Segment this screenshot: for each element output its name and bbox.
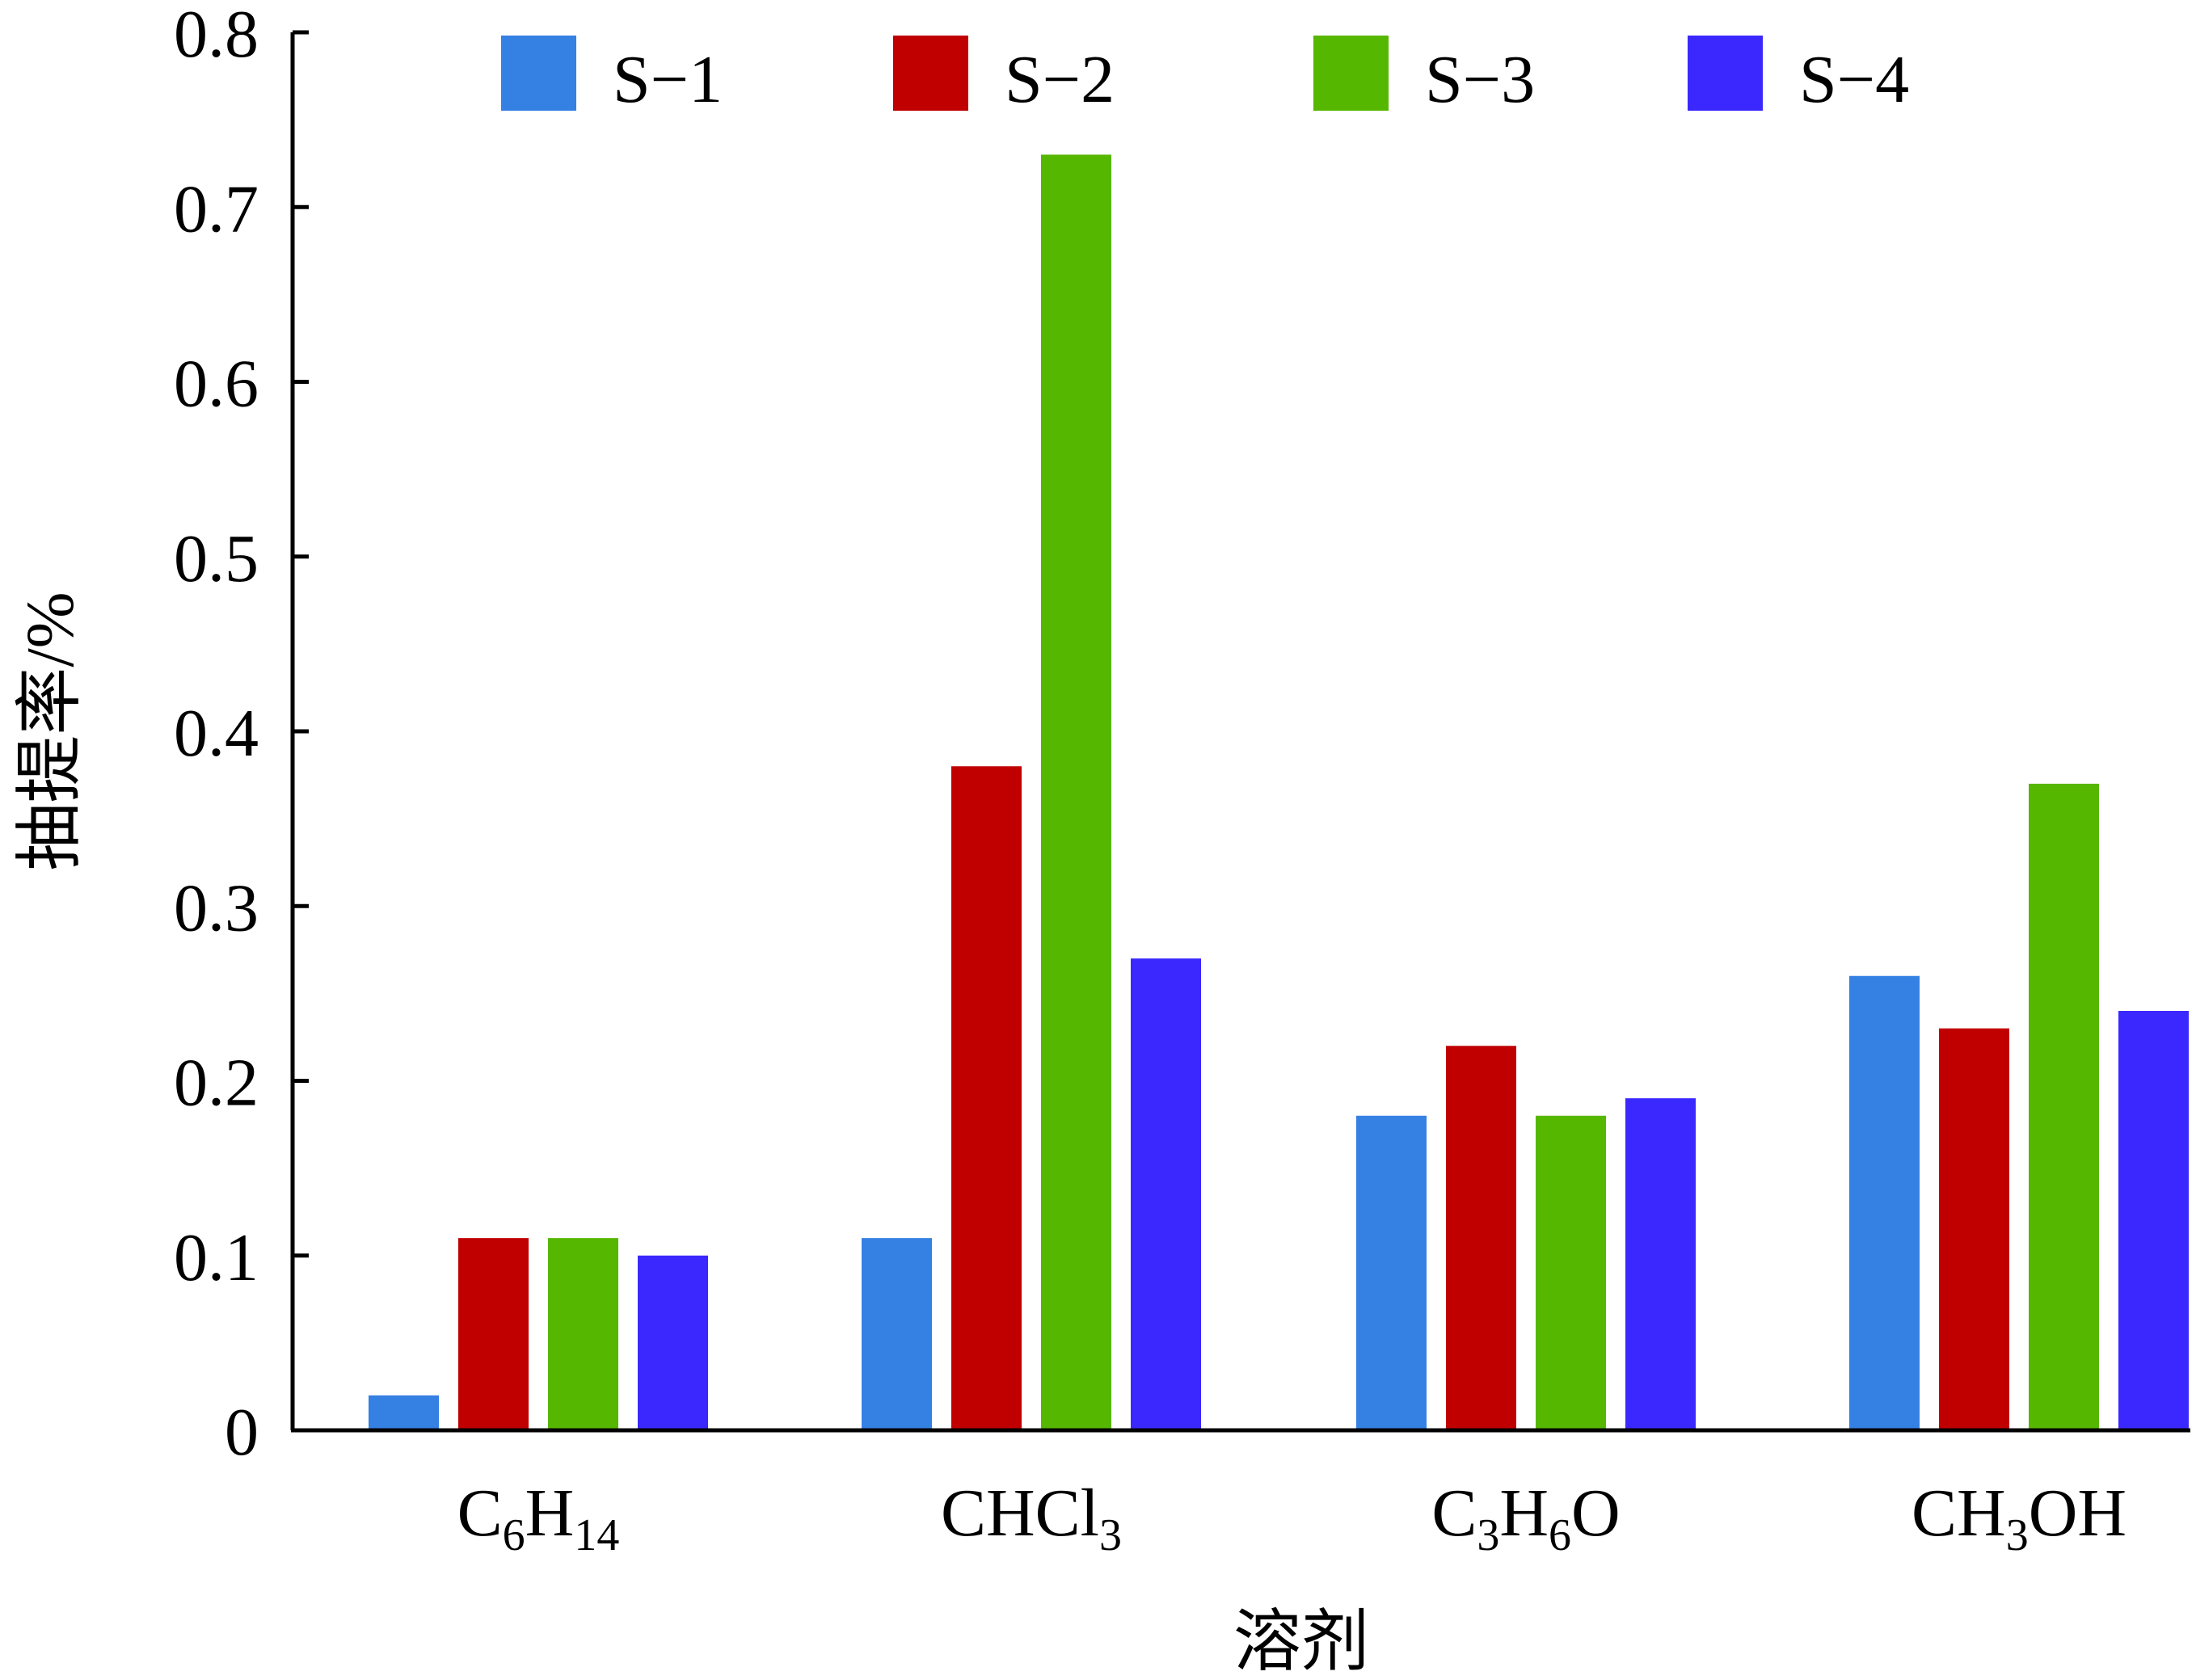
bar-S−3-3 xyxy=(2029,783,2099,1430)
legend-swatch xyxy=(1313,36,1389,111)
legend-label: S−3 xyxy=(1425,42,1535,117)
bar-S−1-0 xyxy=(369,1395,439,1430)
bar-S−2-2 xyxy=(1446,1046,1516,1430)
bar-S−2-3 xyxy=(1939,1028,2009,1430)
formula-text: OH xyxy=(2029,1476,2126,1551)
y-axis-title: 抽提率/% xyxy=(13,592,88,870)
legend-swatch xyxy=(1688,36,1763,111)
bar-S−4-1 xyxy=(1131,958,1201,1430)
y-tick-label: 0.8 xyxy=(174,0,259,72)
bar-S−3-1 xyxy=(1041,154,1111,1430)
x-axis-title: 溶剂 xyxy=(1233,1605,1369,1680)
formula-text: C xyxy=(1431,1476,1477,1551)
y-tick-label: 0.7 xyxy=(174,171,259,246)
legend-swatch xyxy=(893,36,968,111)
bar-S−3-2 xyxy=(1536,1115,1606,1430)
y-ticks: 0 0.1 0.2 0.3 0.4 0.5 0.6 0.7 0.8 xyxy=(174,0,309,1470)
bar-S−1-1 xyxy=(862,1238,932,1430)
y-tick-label: 0.4 xyxy=(174,696,259,771)
legend-label: S−4 xyxy=(1799,42,1909,117)
x-category-labels: C6H14 CHCl3 C3H6O CH3OH xyxy=(457,1476,2126,1560)
bar-S−4-3 xyxy=(2118,1011,2189,1430)
y-tick-label: 0.6 xyxy=(174,347,259,422)
bars xyxy=(369,154,2189,1430)
formula-text: H xyxy=(1499,1476,1549,1551)
formula-text: CHCl xyxy=(941,1476,1099,1551)
x-category-label: C6H14 xyxy=(457,1476,620,1560)
subscript: 14 xyxy=(574,1510,619,1560)
bar-S−4-0 xyxy=(638,1255,708,1430)
formula-text: C xyxy=(457,1476,503,1551)
y-tick-label: 0.3 xyxy=(174,870,259,945)
formula-text: O xyxy=(1571,1476,1621,1551)
y-tick-label: 0.5 xyxy=(174,521,259,596)
formula-text: CH xyxy=(1911,1476,2006,1551)
legend-label: S−2 xyxy=(1005,42,1115,117)
subscript: 3 xyxy=(2006,1510,2029,1560)
bar-S−3-0 xyxy=(548,1238,618,1430)
subscript: 3 xyxy=(1477,1510,1499,1560)
y-tick-label: 0.2 xyxy=(174,1046,259,1121)
subscript: 3 xyxy=(1099,1510,1122,1560)
y-tick-label: 0 xyxy=(225,1395,259,1470)
bar-S−2-1 xyxy=(951,766,1022,1430)
y-tick-label: 0.1 xyxy=(174,1220,259,1295)
legend-label: S−1 xyxy=(613,42,723,117)
bar-S−1-3 xyxy=(1849,975,1920,1430)
subscript: 6 xyxy=(503,1510,525,1560)
bar-S−2-0 xyxy=(458,1238,529,1430)
subscript: 6 xyxy=(1549,1510,1571,1560)
x-category-label: C3H6O xyxy=(1431,1476,1620,1560)
legend-swatch xyxy=(501,36,576,111)
bar-S−1-2 xyxy=(1356,1115,1427,1430)
x-category-label: CH3OH xyxy=(1911,1476,2126,1560)
x-category-label: CHCl3 xyxy=(941,1476,1122,1560)
formula-text: H xyxy=(525,1476,575,1551)
bar-S−4-2 xyxy=(1625,1098,1696,1430)
legend: S−1 S−2 S−3 S−4 xyxy=(501,36,1909,117)
